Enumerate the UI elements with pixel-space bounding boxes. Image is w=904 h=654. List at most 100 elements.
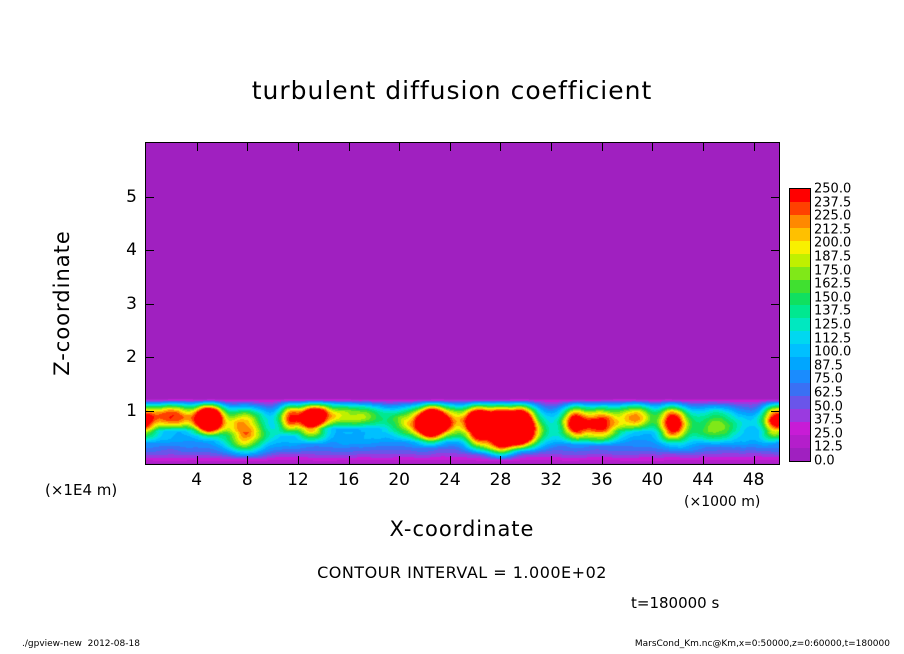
colorbar-cell	[790, 279, 810, 293]
y-tick-label: 4	[126, 240, 137, 260]
x-axis-label: X-coordinate	[389, 517, 535, 541]
y-tick-label: 3	[126, 293, 137, 314]
x-tick-label: 16	[337, 470, 360, 490]
x-tick-mark	[196, 143, 198, 151]
colorbar-tick-label: 187.5	[814, 249, 852, 265]
x-tick-mark	[297, 143, 299, 151]
colorbar-cell	[790, 214, 810, 228]
x-tick-label: 12	[287, 470, 309, 490]
x-tick-label: 48	[742, 470, 765, 490]
y-tick-mark	[771, 357, 779, 358]
colorbar-cell	[790, 201, 810, 215]
x-tick-mark	[551, 143, 553, 151]
x-tick-mark	[247, 143, 249, 151]
heatmap-canvas	[146, 143, 779, 464]
x-tick-mark	[703, 456, 705, 464]
x-tick-label: 44	[692, 470, 714, 490]
x-tick-mark	[399, 456, 401, 464]
footer-left-text: ./gpview-new 2012-08-18	[22, 639, 140, 649]
colorbar-tick-label: 50.0	[814, 399, 843, 415]
y-tick-mark	[146, 357, 154, 358]
colorbar-tick-label: 150.0	[814, 290, 852, 306]
colorbar-cell	[790, 344, 810, 358]
x-tick-mark	[449, 456, 451, 464]
colorbar-cell	[790, 434, 810, 448]
x-tick-mark	[449, 143, 451, 151]
colorbar-tick-label: 75.0	[814, 371, 843, 387]
x-tick-mark	[703, 143, 705, 151]
x-tick-label: 8	[241, 470, 253, 490]
time-stamp-text: t=180000 s	[631, 594, 720, 612]
x-tick-mark	[500, 143, 502, 151]
colorbar-tick-label: 37.5	[814, 412, 843, 428]
y-tick-mark	[146, 250, 154, 251]
x-tick-mark	[652, 456, 654, 464]
colorbar-tick-label: 162.5	[814, 276, 852, 292]
colorbar-tick-label: 237.5	[814, 195, 852, 211]
x-tick-label: 32	[540, 470, 562, 490]
colorbar-cell	[790, 396, 810, 409]
x-tick-mark	[551, 456, 553, 464]
colorbar-cell	[790, 305, 810, 319]
colorbar-tick-label: 100.0	[814, 344, 852, 360]
y-tick-mark	[771, 250, 779, 251]
y-tick-label: 2	[126, 347, 137, 367]
y-axis-label: Z-coordinate	[50, 230, 74, 376]
x-tick-mark	[196, 456, 198, 464]
colorbar-cell	[790, 189, 810, 202]
contour-interval-text: CONTOUR INTERVAL = 1.000E+02	[317, 563, 607, 582]
x-tick-label: 20	[388, 470, 411, 490]
colorbar-cell	[790, 408, 810, 422]
colorbar-tick-label: 125.0	[814, 317, 852, 333]
x-tick-mark	[247, 456, 249, 464]
colorbar	[789, 188, 811, 462]
x-tick-mark	[500, 456, 502, 464]
colorbar-cell	[790, 292, 810, 306]
colorbar-cell	[790, 227, 810, 241]
x-tick-mark	[348, 143, 350, 151]
plot-area	[145, 142, 780, 465]
y-tick-label: 1	[126, 400, 137, 421]
x-tick-label: 28	[489, 470, 512, 490]
colorbar-cell	[790, 266, 810, 280]
colorbar-tick-label: 0.0	[814, 453, 835, 469]
colorbar-cell	[790, 318, 810, 332]
colorbar-tick-label: 12.5	[814, 439, 843, 455]
colorbar-cell	[790, 240, 810, 254]
x-tick-mark	[348, 456, 350, 464]
colorbar-tick-label: 200.0	[814, 235, 852, 251]
colorbar-cell	[790, 383, 810, 396]
y-tick-label: 5	[126, 186, 137, 207]
x-tick-mark	[753, 143, 755, 151]
x-tick-mark	[297, 456, 299, 464]
colorbar-tick-label: 112.5	[814, 331, 852, 347]
y-tick-mark	[771, 303, 779, 305]
colorbar-tick-label: 25.0	[814, 426, 843, 442]
colorbar-cell	[790, 421, 810, 435]
page-title: turbulent diffusion coefficient	[251, 76, 653, 105]
colorbar-cell	[790, 370, 810, 384]
colorbar-tick-label: 212.5	[814, 222, 852, 238]
x-axis-unit: (×1E4 m)	[45, 481, 118, 499]
x-tick-label: 4	[191, 470, 203, 490]
colorbar-tick-label: 137.5	[814, 303, 852, 319]
y-tick-mark	[771, 196, 779, 198]
x-tick-mark	[399, 143, 401, 151]
y-tick-mark	[146, 410, 154, 412]
x-tick-label: 36	[590, 470, 613, 490]
x-tick-mark	[652, 143, 654, 151]
x-tick-mark	[601, 456, 603, 464]
colorbar-tick-label: 62.5	[814, 385, 843, 401]
colorbar-tick-label: 250.0	[814, 181, 852, 197]
colorbar-tick-label: 225.0	[814, 208, 852, 224]
colorbar-cell	[790, 357, 810, 371]
colorbar-tick-label: 175.0	[814, 263, 852, 279]
colorbar-cell	[790, 447, 810, 461]
x-tick-mark	[753, 456, 755, 464]
x-tick-mark	[601, 143, 603, 151]
z-axis-unit: (×1000 m)	[684, 494, 761, 510]
footer-right-text: MarsCond_Km.nc@Km,x=0:50000,z=0:60000,t=…	[634, 639, 890, 649]
colorbar-cell	[790, 253, 810, 267]
y-tick-mark	[146, 196, 154, 198]
